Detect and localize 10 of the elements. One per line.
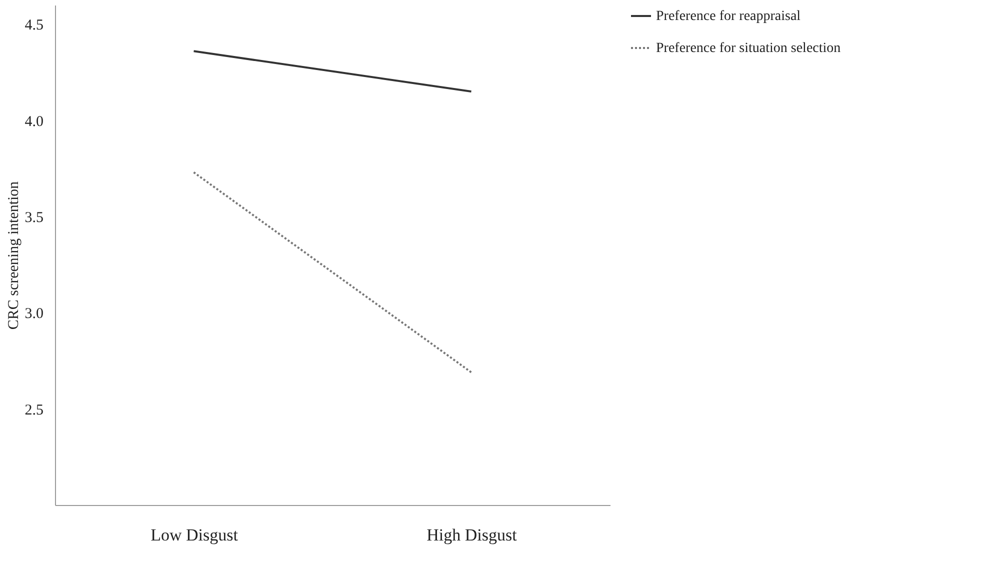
y-tick-label: 4.5 [24,18,44,34]
y-tick-label: 4.0 [24,114,44,130]
y-tick-label: 2.5 [24,402,44,418]
y-tick-label: 3.0 [24,306,44,322]
x-tick-label: Low Disgust [150,526,238,544]
y-axis-title: CRC screening intention [6,180,22,330]
x-tick-label: High Disgust [426,526,518,544]
legend-label: Preference for reappraisal [656,9,801,24]
legend-label: Preference for situation selection [656,41,841,56]
y-tick-label: 3.5 [24,210,44,226]
